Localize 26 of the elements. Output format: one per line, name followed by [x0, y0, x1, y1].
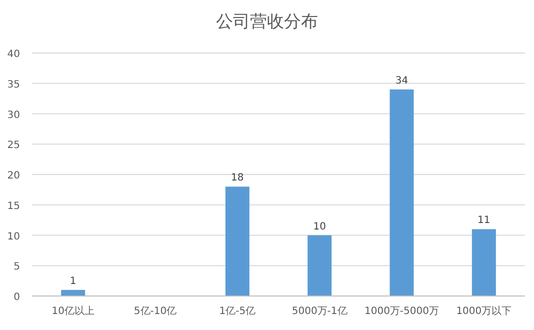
y-tick-label: 15 [7, 200, 20, 212]
x-tick-label: 5000万-1亿 [292, 306, 348, 317]
y-tick-label: 20 [7, 170, 20, 182]
y-tick-label: 40 [7, 49, 20, 60]
y-tick-label: 25 [7, 140, 20, 152]
bar [390, 89, 414, 296]
data-label: 18 [231, 172, 244, 184]
y-tick-label: 30 [7, 110, 20, 121]
y-tick-label: 10 [7, 231, 20, 242]
y-tick-label: 35 [7, 79, 20, 90]
x-tick-label: 1000万-5000万 [364, 306, 440, 317]
x-tick-label: 10亿以上 [52, 305, 94, 317]
bar [225, 186, 250, 296]
chart-title: 公司营收分布 [216, 12, 318, 32]
x-tick-label: 5亿-10亿 [134, 306, 177, 317]
data-label: 1 [70, 276, 76, 287]
y-tick-label: 0 [14, 292, 20, 303]
bar [472, 229, 496, 296]
data-label: 11 [478, 215, 490, 226]
y-tick-label: 5 [14, 262, 20, 273]
x-tick-label: 1000万以下 [456, 305, 512, 317]
x-tick-label: 1亿-5亿 [219, 306, 256, 317]
data-label: 34 [395, 75, 408, 86]
bar [308, 235, 332, 296]
data-label: 10 [313, 221, 326, 232]
bar [61, 290, 86, 296]
